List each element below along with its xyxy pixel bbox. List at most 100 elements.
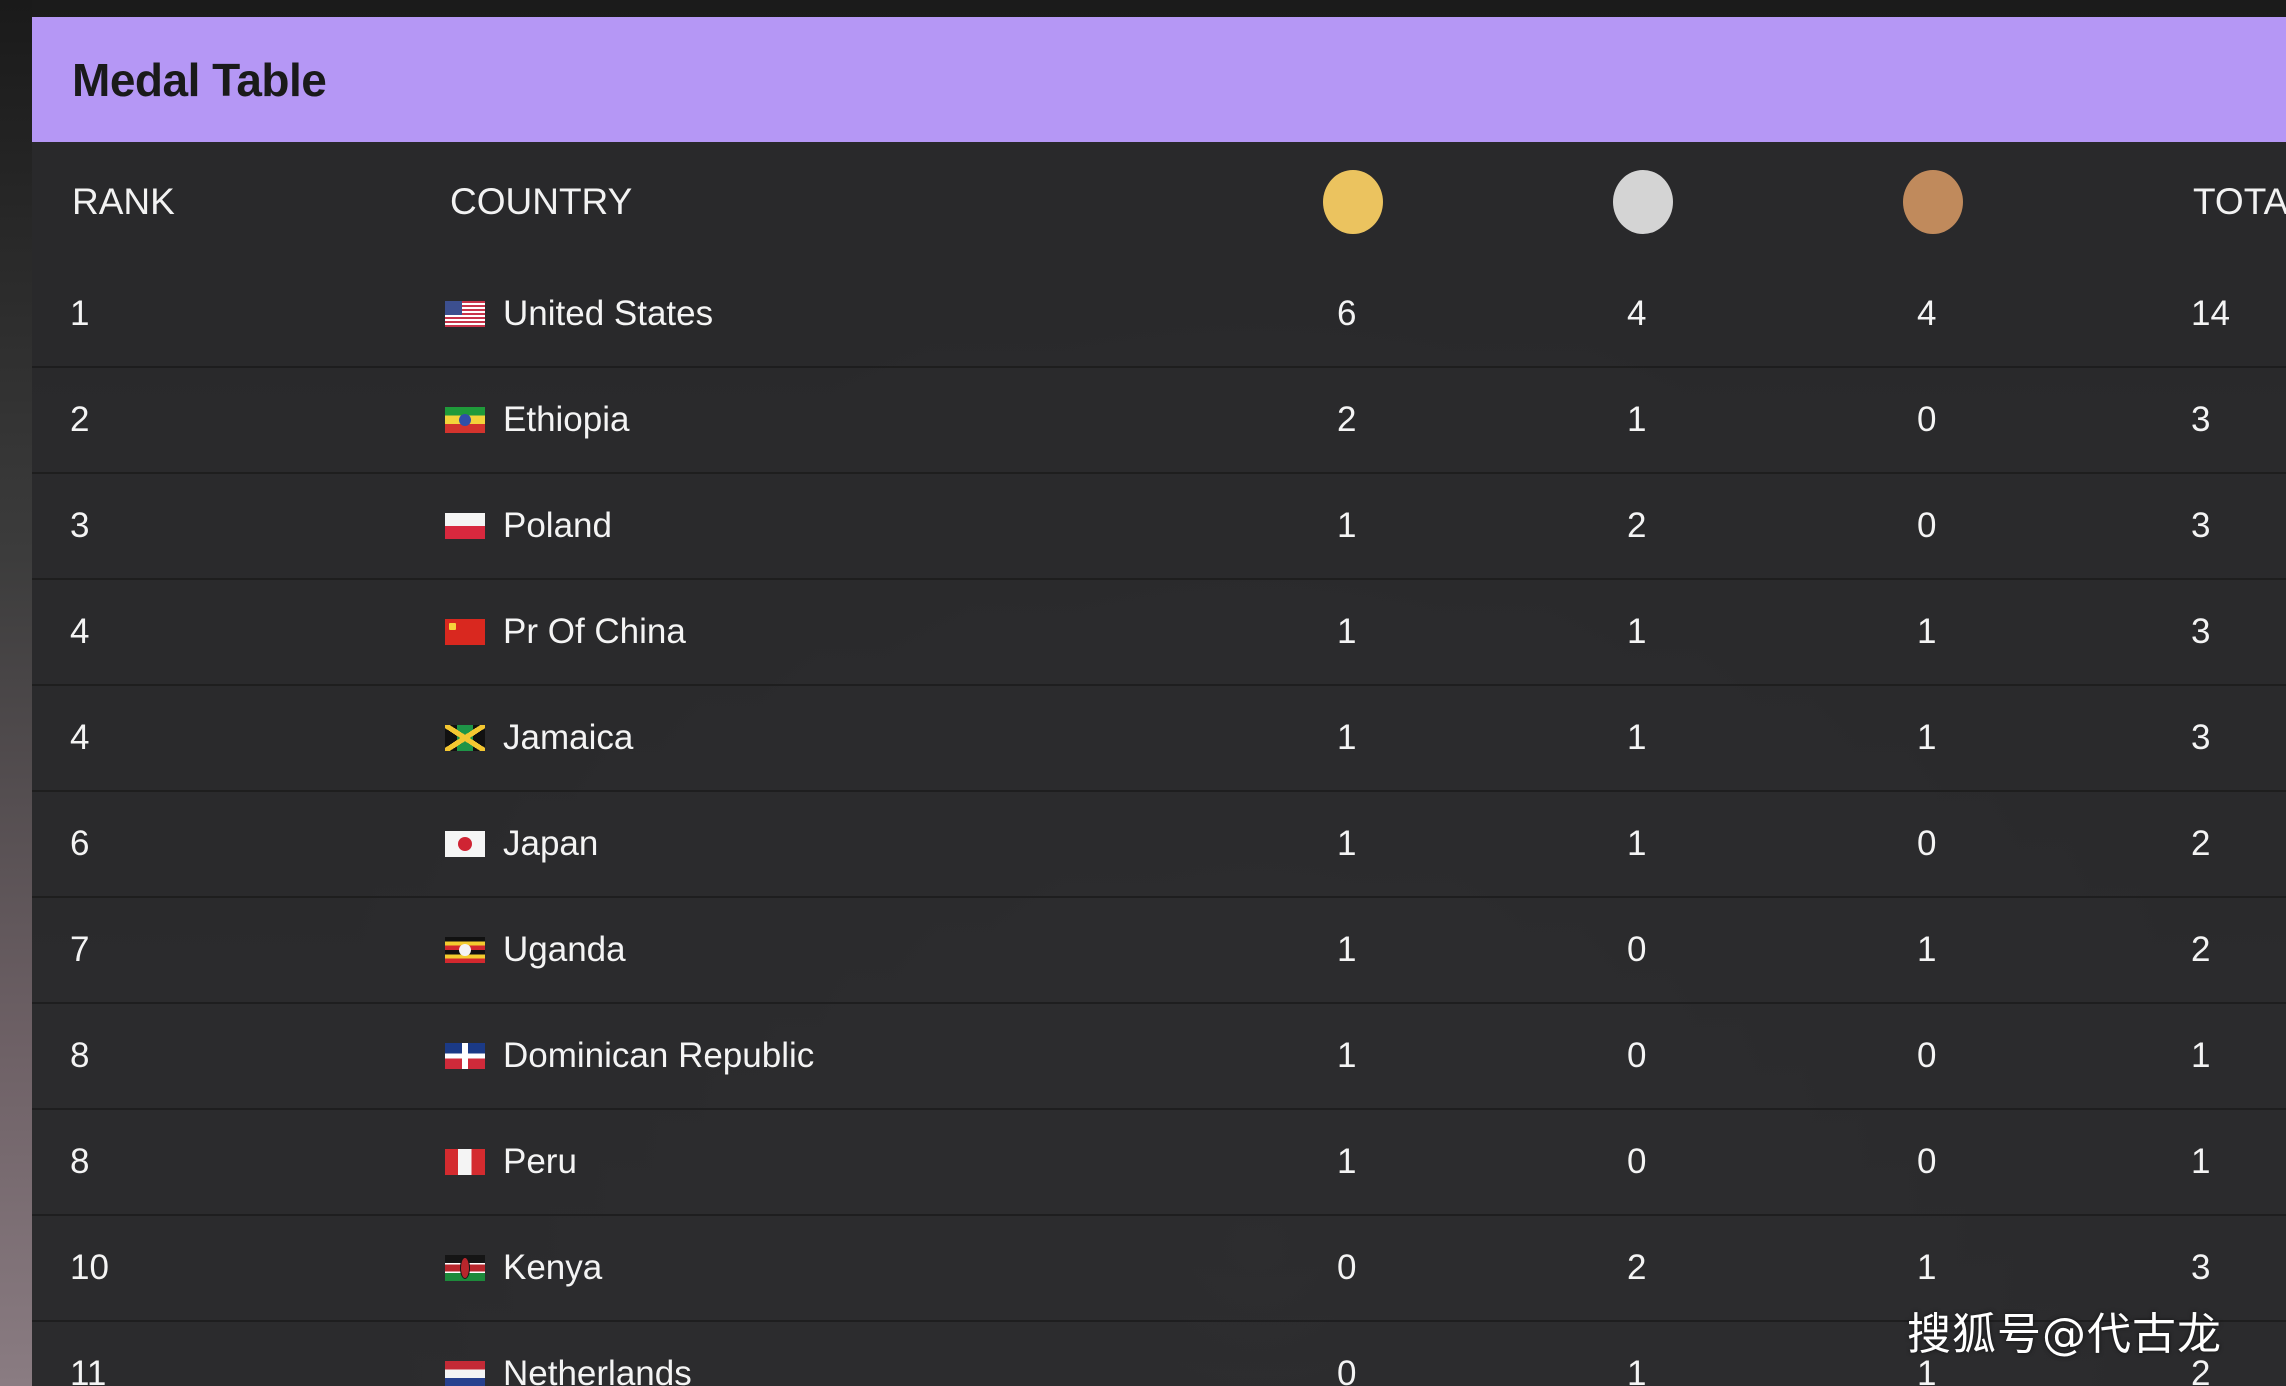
table-row[interactable]: 3 Poland 1 2 0 3 <box>32 474 2286 580</box>
silver-count: 1 <box>1627 1354 1647 1386</box>
table-row[interactable]: 4 Pr Of China 1 1 1 3 <box>32 580 2286 686</box>
gold-count: 1 <box>1337 1142 1357 1181</box>
japan-flag-icon <box>445 831 485 857</box>
country-cell[interactable]: Netherlands <box>503 1354 692 1386</box>
gold-medal-icon <box>1323 170 1383 234</box>
country-cell[interactable]: Jamaica <box>503 718 634 757</box>
flag-cell <box>445 686 485 790</box>
flag-cell <box>445 1322 485 1386</box>
total-count: 1 <box>2191 1142 2211 1181</box>
bronze-count: 1 <box>1917 1354 1937 1386</box>
total-count: 14 <box>2191 294 2230 333</box>
uganda-flag-icon <box>445 937 485 963</box>
country-cell[interactable]: Pr Of China <box>503 612 686 651</box>
gold-count: 1 <box>1337 824 1357 863</box>
us-flag-icon <box>445 301 485 327</box>
bronze-count: 1 <box>1917 930 1937 969</box>
flag-cell <box>445 1004 485 1108</box>
country-column-header[interactable]: COUNTRY <box>450 181 633 222</box>
silver-count: 2 <box>1627 1248 1647 1287</box>
table-row[interactable]: 11 Netherlands 0 1 1 2 <box>32 1322 2286 1386</box>
rank-cell: 7 <box>70 930 90 969</box>
flag-cell <box>445 792 485 896</box>
flag-cell <box>445 580 485 684</box>
table-row[interactable]: 7 Uganda 1 0 1 2 <box>32 898 2286 1004</box>
silver-count: 0 <box>1627 1036 1647 1075</box>
flag-cell <box>445 474 485 578</box>
rank-cell: 10 <box>70 1248 109 1287</box>
table-row[interactable]: 2 Ethiopia 2 1 0 3 <box>32 368 2286 474</box>
silver-medal-icon <box>1613 170 1673 234</box>
rank-cell: 8 <box>70 1036 90 1075</box>
flag-cell <box>445 898 485 1002</box>
table-row[interactable]: 1 United States 6 4 4 14 <box>32 262 2286 368</box>
silver-count: 4 <box>1627 294 1647 333</box>
total-count: 3 <box>2191 400 2211 439</box>
bronze-count: 1 <box>1917 718 1937 757</box>
gold-count: 2 <box>1337 400 1357 439</box>
flag-cell <box>445 368 485 472</box>
total-column-header[interactable]: TOTA <box>2193 181 2286 222</box>
table-row[interactable]: 10 Kenya 0 2 1 3 <box>32 1216 2286 1322</box>
bronze-column-header[interactable] <box>1903 142 1963 262</box>
silver-count: 2 <box>1627 506 1647 545</box>
table-row[interactable]: 6 Japan 1 1 0 2 <box>32 792 2286 898</box>
rank-column-header[interactable]: RANK <box>72 181 175 222</box>
silver-count: 1 <box>1627 718 1647 757</box>
total-count: 1 <box>2191 1036 2211 1075</box>
country-cell[interactable]: Dominican Republic <box>503 1036 815 1075</box>
country-cell[interactable]: Uganda <box>503 930 626 969</box>
poland-flag-icon <box>445 513 485 539</box>
gold-column-header[interactable] <box>1323 142 1383 262</box>
country-cell[interactable]: Kenya <box>503 1248 603 1287</box>
bronze-count: 0 <box>1917 824 1937 863</box>
netherlands-flag-icon <box>445 1361 485 1386</box>
gold-count: 6 <box>1337 294 1357 333</box>
bronze-count: 4 <box>1917 294 1937 333</box>
total-count: 2 <box>2191 930 2211 969</box>
silver-count: 0 <box>1627 930 1647 969</box>
bronze-count: 0 <box>1917 400 1937 439</box>
medal-table-body: 1 United States 6 4 4 14 2 Ethiopia 2 1 … <box>32 262 2286 1386</box>
gold-count: 1 <box>1337 1036 1357 1075</box>
ethiopia-flag-icon <box>445 407 485 433</box>
rank-cell: 4 <box>70 718 90 757</box>
total-count: 2 <box>2191 824 2211 863</box>
bronze-count: 0 <box>1917 506 1937 545</box>
gold-count: 1 <box>1337 930 1357 969</box>
jamaica-flag-icon <box>445 725 485 751</box>
country-cell[interactable]: United States <box>503 294 714 333</box>
dominican-republic-flag-icon <box>445 1043 485 1069</box>
table-row[interactable]: 4 Jamaica 1 1 1 3 <box>32 686 2286 792</box>
total-count: 3 <box>2191 506 2211 545</box>
bronze-count: 1 <box>1917 1248 1937 1287</box>
country-cell[interactable]: Ethiopia <box>503 400 630 439</box>
silver-column-header[interactable] <box>1613 142 1673 262</box>
country-cell[interactable]: Peru <box>503 1142 577 1181</box>
silver-count: 1 <box>1627 824 1647 863</box>
table-header-row: RANK COUNTRY TOTA <box>32 142 2286 262</box>
table-row[interactable]: 8 Dominican Republic 1 0 0 1 <box>32 1004 2286 1110</box>
bronze-count: 1 <box>1917 612 1937 651</box>
total-count: 3 <box>2191 612 2211 651</box>
medal-table-panel: Medal Table RANK COUNTRY TOTA 1 United S… <box>32 17 2286 1386</box>
gold-count: 0 <box>1337 1354 1357 1386</box>
bronze-medal-icon <box>1903 170 1963 234</box>
country-cell[interactable]: Japan <box>503 824 599 863</box>
kenya-flag-icon <box>445 1255 485 1281</box>
flag-cell <box>445 1110 485 1214</box>
flag-cell <box>445 1216 485 1320</box>
silver-count: 0 <box>1627 1142 1647 1181</box>
gold-count: 0 <box>1337 1248 1357 1287</box>
silver-count: 1 <box>1627 612 1647 651</box>
bronze-count: 0 <box>1917 1142 1937 1181</box>
panel-title: Medal Table <box>72 53 327 106</box>
country-cell[interactable]: Poland <box>503 506 612 545</box>
rank-cell: 11 <box>70 1354 107 1386</box>
total-count: 3 <box>2191 718 2211 757</box>
rank-cell: 3 <box>70 506 90 545</box>
rank-cell: 2 <box>70 400 90 439</box>
silver-count: 1 <box>1627 400 1647 439</box>
total-count: 2 <box>2191 1354 2211 1386</box>
table-row[interactable]: 8 Peru 1 0 0 1 <box>32 1110 2286 1216</box>
